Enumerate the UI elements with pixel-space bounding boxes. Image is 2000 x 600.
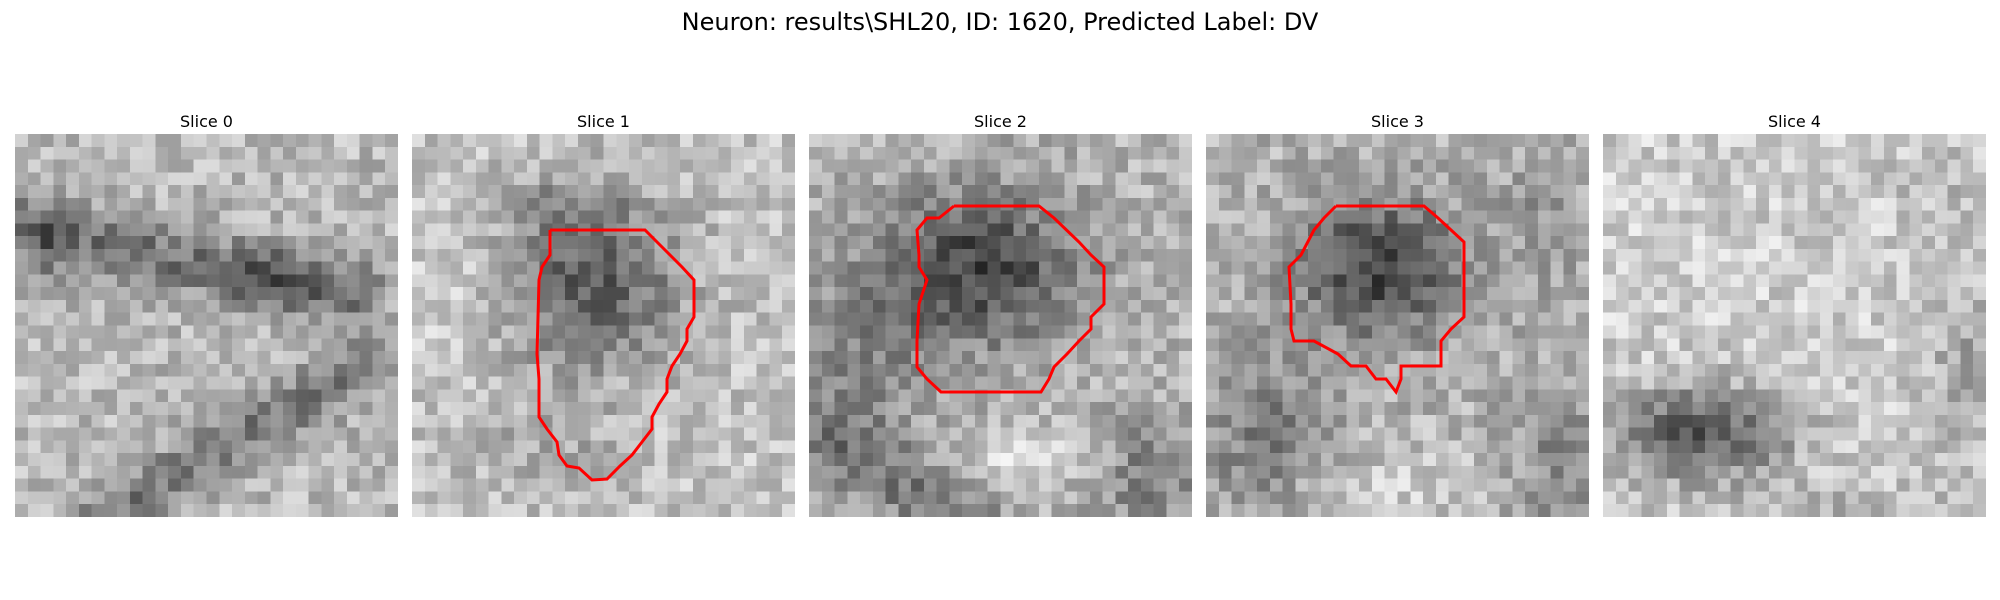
slice-title: Slice 4 <box>1768 112 1821 131</box>
roi-contour <box>535 228 696 482</box>
figure-title: Neuron: results\SHL20, ID: 1620, Predict… <box>681 8 1319 36</box>
slice-image <box>1603 134 1986 517</box>
slice-image <box>412 134 795 517</box>
slice-title: Slice 2 <box>974 112 1027 131</box>
slice-panel-1: Slice 1 <box>412 112 795 517</box>
roi-contour <box>1287 204 1466 396</box>
slice-panel-0: Slice 0 <box>15 112 398 517</box>
slice-image <box>809 134 1192 517</box>
slice-panel-3: Slice 3 <box>1206 112 1589 517</box>
slice-title: Slice 0 <box>180 112 233 131</box>
slice-title: Slice 3 <box>1371 112 1424 131</box>
roi-contour <box>915 204 1106 394</box>
slice-panel-4: Slice 4 <box>1603 112 1986 517</box>
slice-panel-2: Slice 2 <box>809 112 1192 517</box>
slice-image <box>15 134 398 517</box>
slice-title: Slice 1 <box>577 112 630 131</box>
slice-image <box>1206 134 1589 517</box>
